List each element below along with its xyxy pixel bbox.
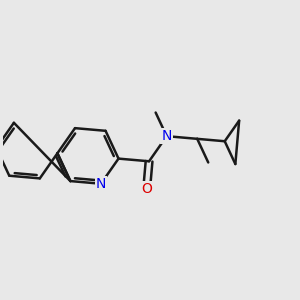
Text: N: N	[161, 129, 172, 143]
Text: O: O	[141, 182, 152, 196]
Text: N: N	[96, 177, 106, 191]
